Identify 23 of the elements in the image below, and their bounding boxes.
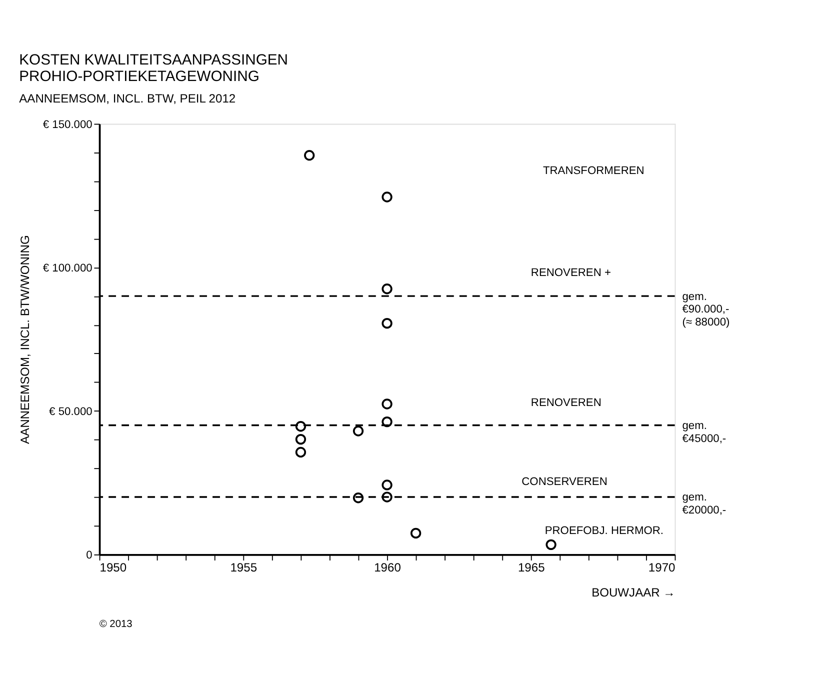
annotation: PROEFOBJ. HERMOR. <box>544 525 664 538</box>
x-tick-label: 1960 <box>374 560 402 575</box>
x-tick-label: 1955 <box>230 560 258 575</box>
x-tick-label: 1965 <box>518 560 546 575</box>
ref-line-label: gem. €90.000,- (≈ 88000) <box>682 290 730 329</box>
y-tick-label: € 50.000 <box>49 406 92 418</box>
annotation: TRANSFORMEREN <box>542 164 644 177</box>
chart-subtitle: AANNEEMSOM, INCL. BTW, PEIL 2012 <box>19 91 236 106</box>
annotation: RENOVEREN <box>530 396 602 409</box>
text: PROHIO-PORTIEKETAGEWONING <box>19 69 260 86</box>
annotation: CONSERVEREN <box>522 476 608 488</box>
y-tick-label: 0 <box>86 550 92 562</box>
annotation: RENOVEREN + <box>530 266 611 279</box>
y-axis-title: AANNEEMSOM, INCL. BTW/WONING <box>18 235 32 444</box>
y-tick-label: € 150.000 <box>42 118 92 131</box>
x-tick-label: 1950 <box>100 560 127 575</box>
ref-line-label: gem. €20000,- <box>682 492 726 517</box>
text: © 2013 <box>99 618 133 630</box>
y-tick-label: € 100.000 <box>42 262 92 275</box>
ref-line-label: gem. €45000,- <box>682 420 726 445</box>
x-tick-label: 1970 <box>648 560 676 575</box>
text: KOSTEN KWALITEITSAANPASSINGEN <box>19 52 288 68</box>
x-axis-title: BOUWJAAR → <box>592 586 676 600</box>
